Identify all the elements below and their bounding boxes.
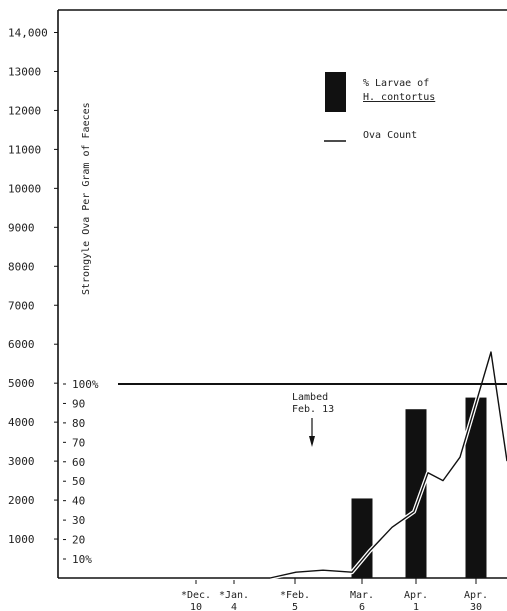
y-tick-label: 6000 <box>8 338 35 351</box>
legend: % Larvae of H. contortus Ova Count <box>324 72 435 142</box>
percent-tick-label: 50 <box>72 475 85 488</box>
y-tick-label: 10000 <box>8 182 41 195</box>
x-tick-label-day: 4 <box>231 602 237 611</box>
legend-line-label: Ova Count <box>363 130 417 141</box>
annotation-line2: Feb. 13 <box>292 404 334 415</box>
annotation-line1: Lambed <box>292 392 328 403</box>
x-tick-label-month: *Dec. <box>181 590 211 601</box>
ova-count-line <box>120 351 507 579</box>
y-tick-label: 14,000 <box>8 27 48 40</box>
x-tick-label-day: 10 <box>190 602 202 611</box>
bar-larvae-pct <box>351 498 373 578</box>
x-tick-label-day: 1 <box>413 602 419 611</box>
bar-larvae-pct <box>465 397 487 578</box>
ova-line-halo <box>120 350 507 580</box>
annotation-arrow-head <box>309 436 315 447</box>
x-tick-label-day: 5 <box>292 602 298 611</box>
legend-bar-swatch <box>325 72 346 112</box>
percent-tick-label: 60 <box>72 456 85 469</box>
percent-tick-label: 90 <box>72 397 85 410</box>
percent-tick-label: 100% <box>72 378 99 391</box>
x-tick-label-day: 6 <box>359 602 365 611</box>
percent-tick-label: 10% <box>72 553 92 566</box>
lambing-annotation: Lambed Feb. 13 <box>292 392 334 447</box>
x-tick-label-day: 30 <box>470 602 482 611</box>
y-tick-label: 9000 <box>8 221 35 234</box>
x-tick-label-month: Mar. <box>350 590 374 601</box>
y-tick-label: 11000 <box>8 143 41 156</box>
y-tick-label: 5000 <box>8 377 35 390</box>
percent-tick-label: 40 <box>72 495 85 508</box>
bar-larvae-pct <box>405 409 427 578</box>
y-tick-label: 12000 <box>8 104 41 117</box>
x-tick-label-month: Apr. <box>464 590 488 601</box>
legend-bar-label-line1: % Larvae of <box>363 78 429 89</box>
y-tick-label: 4000 <box>8 416 35 429</box>
percent-tick-label: 30 <box>72 514 85 527</box>
percent-tick-label: 20 <box>72 534 85 547</box>
y-tick-label: 8000 <box>8 260 35 273</box>
y-tick-label: 13000 <box>8 65 41 78</box>
x-tick-label-month: *Jan. <box>219 590 249 601</box>
y-tick-label: 2000 <box>8 494 35 507</box>
x-tick-label-month: *Feb. <box>280 590 310 601</box>
percent-tick-label: 80 <box>72 417 85 430</box>
percent-tick-label: 70 <box>72 436 85 449</box>
x-tick-label-month: Apr. <box>404 590 428 601</box>
y-axis-label: Strongyle Ova Per Gram of Faeces <box>81 102 92 295</box>
y-tick-label: 1000 <box>8 533 35 546</box>
legend-bar-label-line2: H. contortus <box>363 92 435 103</box>
y-tick-label: 3000 <box>8 455 35 468</box>
y-tick-label: 7000 <box>8 299 35 312</box>
